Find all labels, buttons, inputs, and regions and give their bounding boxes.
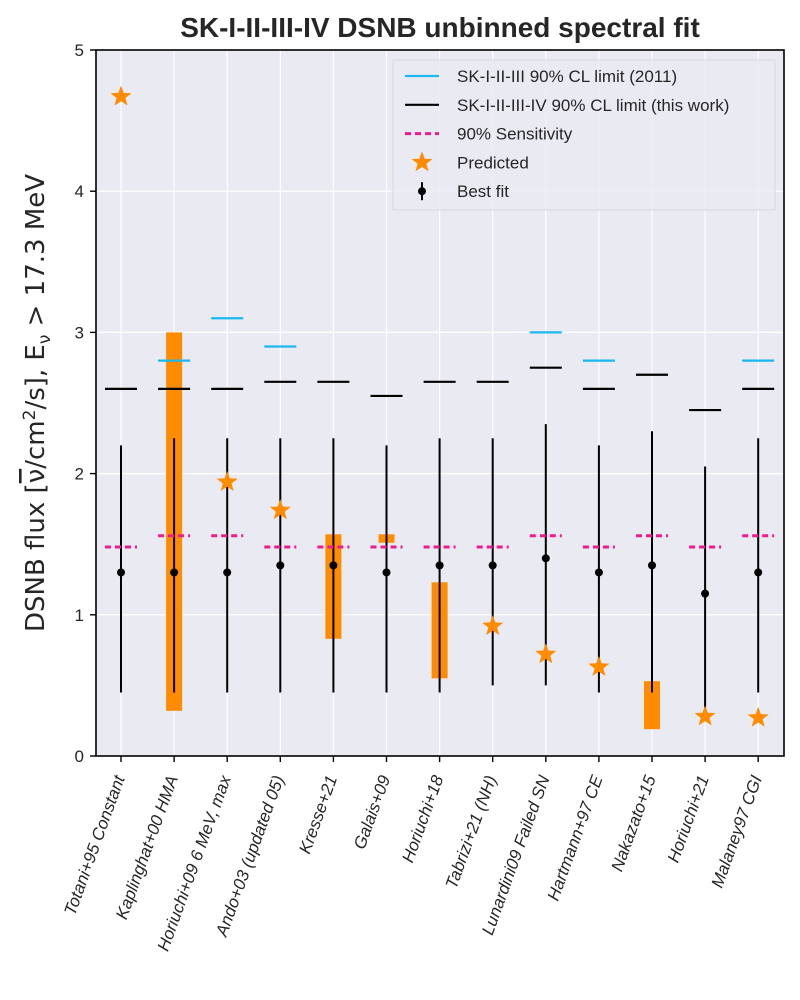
x-tick-label-12: Malaney97 CGI <box>708 773 766 891</box>
legend-swatch-3 <box>411 151 433 172</box>
predicted-star-11 <box>694 705 716 726</box>
x-tick-label-11: Horiuchi+21 <box>664 773 713 865</box>
best-fit-point-10 <box>648 561 656 570</box>
best-fit-point-7 <box>488 561 497 570</box>
legend: SK-I-II-III 90% CL limit (2011) SK-I-II-I… <box>392 59 776 211</box>
best-fit-point-8 <box>541 554 550 563</box>
best-fit-point-6 <box>435 561 444 570</box>
legend-label-2: 90% Sensitivity <box>457 125 573 144</box>
best-fit-point-5 <box>382 568 391 577</box>
predicted-star-2 <box>216 471 238 491</box>
predicted-star-9 <box>588 656 610 676</box>
x-tick-label-6: Horiuchi+18 <box>398 772 447 865</box>
y-tick-label-5: 5 <box>75 41 84 60</box>
legend-swatch-4 <box>418 187 426 196</box>
legend-label-4: Best fit <box>457 182 509 201</box>
x-tick-label-10: Nakazato+15 <box>607 772 659 874</box>
best-fit-point-1 <box>170 568 179 577</box>
predicted-star-3 <box>269 499 291 520</box>
y-tick-label-3: 3 <box>75 323 84 342</box>
y-axis-label: DSNB flux [ν/cm2/s], Eν > 17.3 MeV <box>20 174 55 632</box>
predicted-star-12 <box>747 706 769 727</box>
legend-label-0: SK-I-II-III 90% CL limit (2011) <box>457 67 677 86</box>
x-tick-label-4: Kresse+21 <box>295 773 341 856</box>
y-tick-label-1: 1 <box>75 606 84 625</box>
legend-label-3: Predicted <box>457 153 529 172</box>
y-tick-label-0: 0 <box>75 747 84 766</box>
x-tick-label-9: Hartmann+97 CE <box>544 772 607 903</box>
x-tick-label-7: Tabrizi+21 (NH) <box>442 773 501 891</box>
predicted-star-0 <box>110 85 132 106</box>
y-axis-ticks: 0 1 2 3 4 5 <box>75 41 96 766</box>
y-tick-label-4: 4 <box>75 182 84 201</box>
best-fit-point-2 <box>223 568 232 577</box>
predicted-star-7 <box>482 615 504 635</box>
best-fit-point-9 <box>594 568 603 577</box>
y-tick-label-2: 2 <box>75 465 84 484</box>
predicted-range-bar-10 <box>644 681 660 730</box>
best-fit-point-12 <box>754 568 763 577</box>
chart-title: SK-I-II-III-IV DSNB unbinned spectral fi… <box>180 12 700 43</box>
legend-box <box>392 59 776 211</box>
chart-marks <box>105 85 775 730</box>
best-fit-point-11 <box>701 589 710 598</box>
legend-label-1: SK-I-II-III-IV 90% CL limit (this work) <box>457 96 729 115</box>
x-tick-label-5: Galais+09 <box>350 772 394 851</box>
best-fit-point-3 <box>276 561 285 570</box>
best-fit-point-0 <box>117 568 125 577</box>
best-fit-point-4 <box>329 561 338 570</box>
predicted-star-8 <box>535 643 557 664</box>
